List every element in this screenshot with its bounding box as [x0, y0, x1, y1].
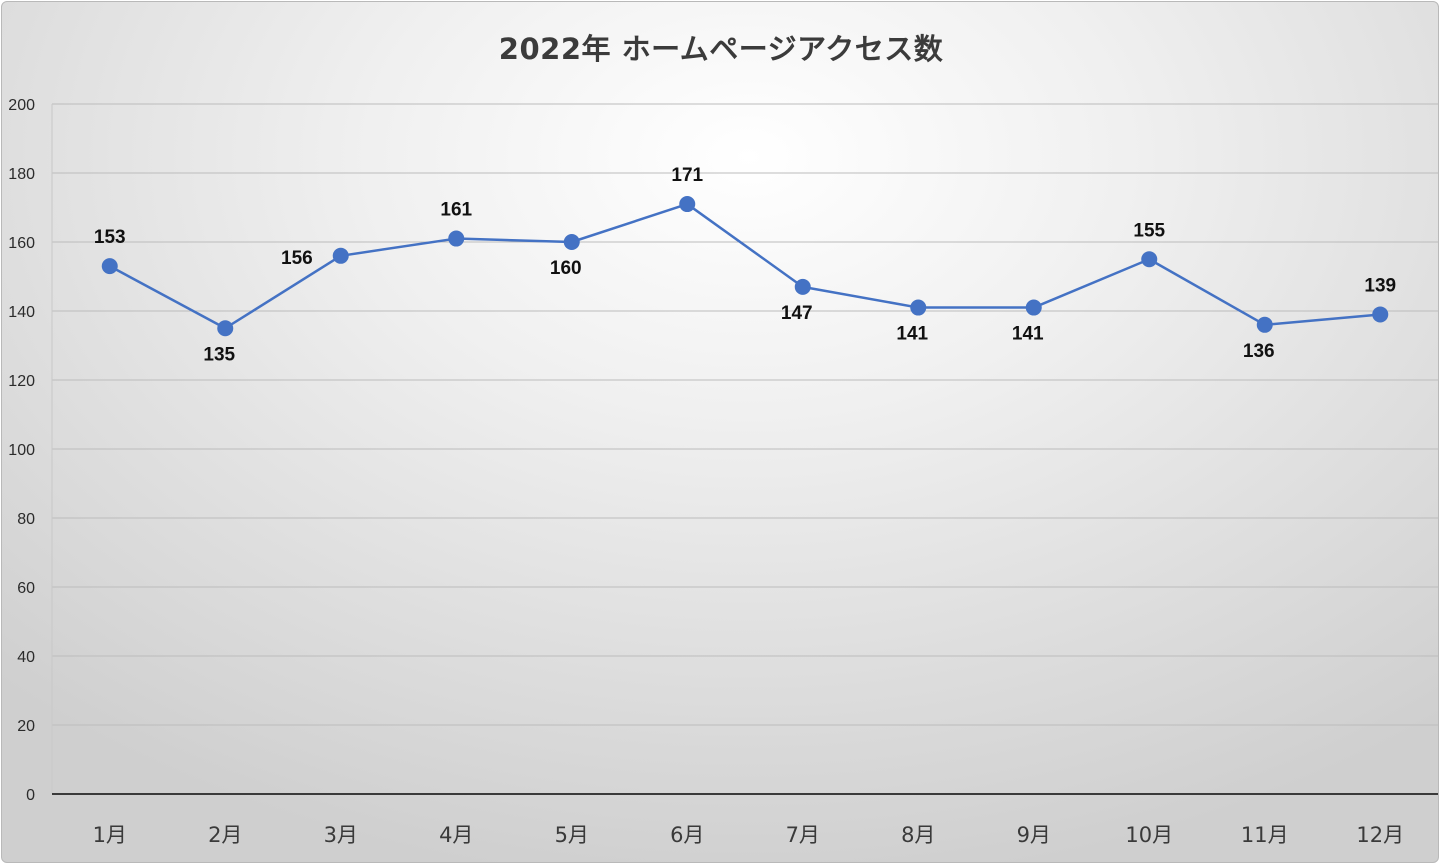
data-labels: 153 135 156 161 160 171 147 141 141 155 136 139 — [94, 165, 1396, 365]
y-tick-label: 200 — [8, 97, 35, 114]
data-label: 141 — [1012, 324, 1044, 345]
data-label: 135 — [203, 344, 235, 365]
data-point — [563, 234, 580, 250]
x-tick-label: 9月 — [1017, 823, 1051, 847]
series-line — [109, 202, 1381, 330]
x-tick-label: 11月 — [1241, 823, 1289, 847]
gridlines — [52, 103, 1438, 726]
data-label: 155 — [1133, 220, 1165, 241]
data-point — [1256, 316, 1273, 333]
y-tick-label: 80 — [17, 511, 35, 528]
data-point — [1372, 306, 1389, 323]
data-label: 156 — [281, 248, 313, 269]
series-line-layer — [109, 202, 1381, 330]
y-tick-label: 0 — [26, 787, 35, 804]
data-point — [448, 230, 465, 247]
data-point — [217, 320, 234, 337]
data-point — [910, 299, 927, 316]
data-point — [794, 278, 811, 295]
x-tick-label: 7月 — [786, 823, 820, 847]
x-tick-label: 1月 — [93, 823, 127, 847]
data-label: 136 — [1243, 341, 1275, 362]
y-tick-label: 60 — [17, 580, 35, 597]
y-tick-label: 20 — [17, 718, 35, 735]
x-tick-label: 3月 — [324, 823, 358, 847]
data-point — [332, 247, 349, 264]
data-point — [1025, 299, 1042, 316]
x-tick-label: 2月 — [208, 823, 242, 847]
x-tick-label: 6月 — [670, 823, 704, 847]
data-point — [679, 196, 696, 213]
y-tick-label: 100 — [8, 442, 35, 459]
x-tick-label: 10月 — [1125, 823, 1173, 847]
data-point — [101, 258, 118, 275]
data-label: 139 — [1364, 275, 1396, 296]
data-points — [101, 196, 1389, 337]
data-label: 147 — [781, 303, 813, 324]
y-tick-label: 140 — [8, 304, 35, 321]
y-axis: 0 20 40 60 80 100 120 140 160 180 200 — [8, 97, 53, 804]
x-tick-label: 8月 — [901, 823, 935, 847]
data-label: 161 — [440, 200, 472, 221]
x-tick-label: 4月 — [439, 823, 473, 847]
y-tick-label: 160 — [8, 235, 35, 252]
data-point — [1141, 251, 1158, 268]
y-tick-label: 120 — [8, 373, 35, 390]
data-label: 171 — [671, 165, 703, 186]
x-tick-label: 5月 — [555, 823, 589, 847]
x-axis: 1月 2月 3月 4月 5月 6月 7月 8月 9月 10月 11月 12月 — [52, 793, 1438, 847]
data-label: 141 — [896, 324, 928, 345]
x-tick-label: 12月 — [1356, 823, 1404, 847]
y-tick-label: 180 — [8, 166, 35, 183]
data-label: 160 — [550, 258, 582, 279]
chart-title: 2022年 ホームページアクセス数 — [498, 32, 944, 66]
y-tick-label: 40 — [17, 649, 35, 666]
data-label: 153 — [94, 227, 126, 248]
